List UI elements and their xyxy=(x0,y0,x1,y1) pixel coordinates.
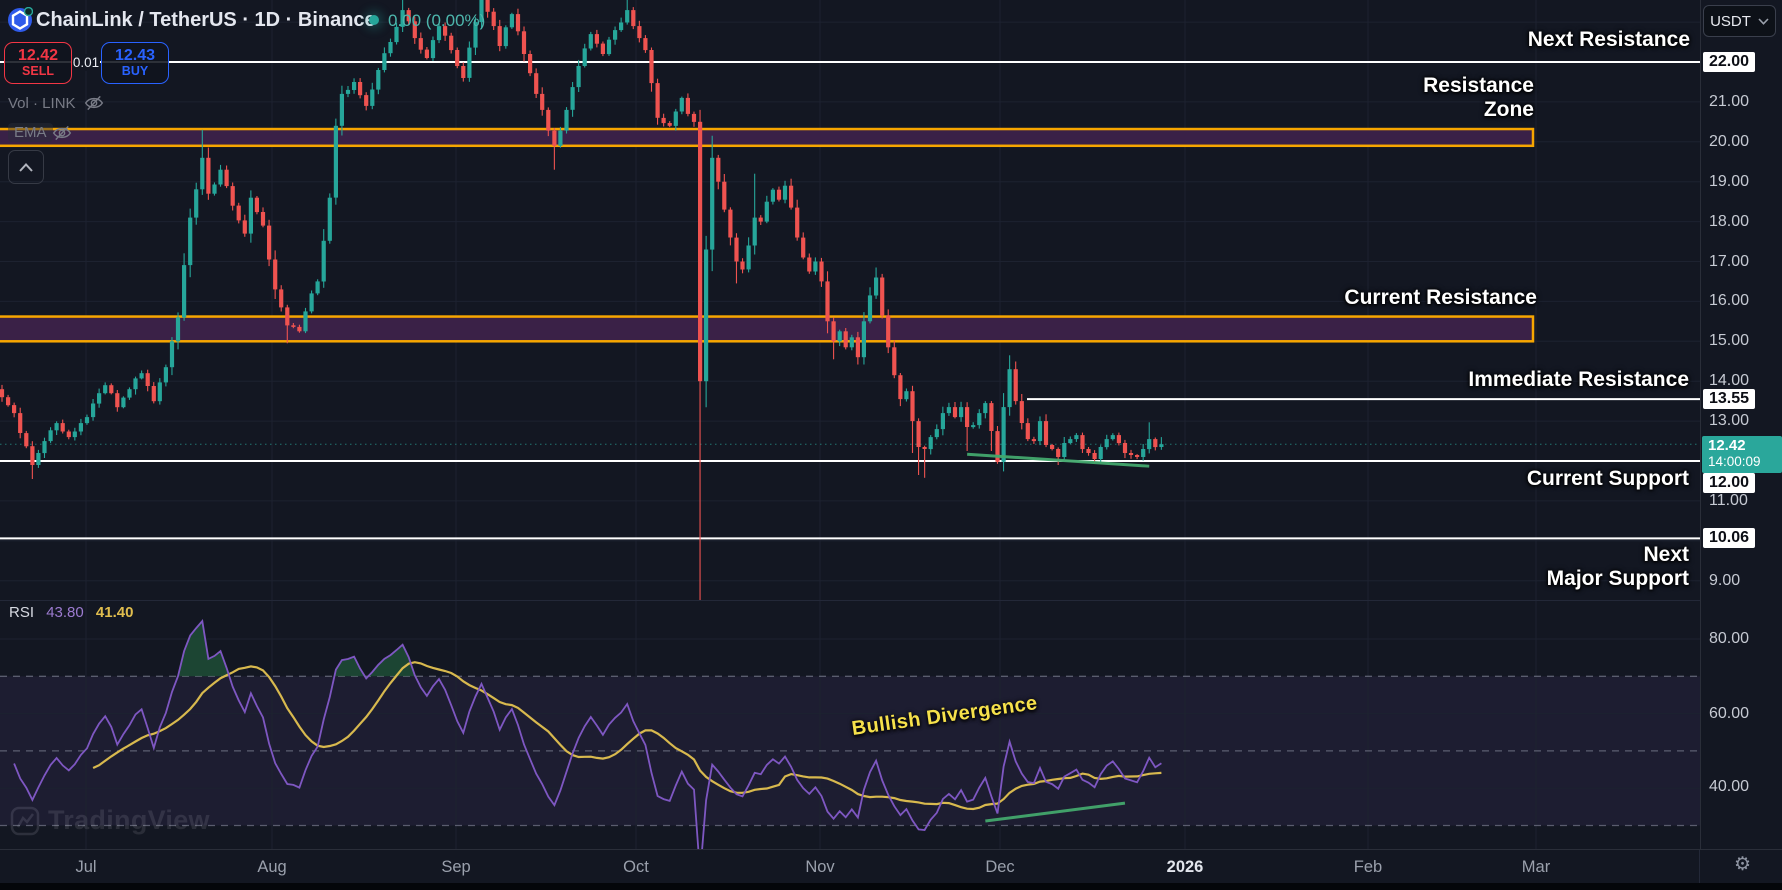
candlesticks xyxy=(0,0,1164,601)
rsi-value: 43.80 xyxy=(46,604,84,621)
time-axis-label: Sep xyxy=(441,858,471,876)
price-axis-label: 19.00 xyxy=(1709,173,1750,190)
price-chart-pane[interactable] xyxy=(0,0,1700,601)
time-axis-label: Feb xyxy=(1353,858,1383,876)
price-axis-label: 22.00 xyxy=(1703,52,1756,72)
time-axis-label: Oct xyxy=(623,858,649,876)
price-axis-label: 80.00 xyxy=(1709,630,1750,647)
axis-corner-divider xyxy=(1699,850,1700,884)
price-axis-label: 40.00 xyxy=(1709,778,1750,795)
price-axis-label: 13.00 xyxy=(1709,412,1750,429)
price-axis-label: 9.00 xyxy=(1709,572,1741,589)
time-axis-label: Dec xyxy=(985,858,1015,876)
annotation-current-resistance[interactable]: Current Resistance xyxy=(1344,286,1537,309)
rsi-line xyxy=(13,619,1162,849)
price-axis-label: 16.00 xyxy=(1709,292,1750,309)
spread-value: 0.01 xyxy=(72,54,100,71)
tradingview-watermark: TradingView xyxy=(10,805,210,836)
price-axis-label: 20.00 xyxy=(1709,133,1750,150)
annotation-resistance-zone[interactable]: Resistance Zone xyxy=(1423,74,1534,121)
annotation-next-resistance[interactable]: Next Resistance xyxy=(1527,28,1690,51)
rsi-indicator-pane[interactable] xyxy=(0,601,1700,849)
current-price-label: 12.42 14:00:09 xyxy=(1702,436,1782,473)
sell-button[interactable]: 12.42 SELL xyxy=(4,42,72,84)
pane-divider[interactable] xyxy=(0,600,1700,601)
time-axis[interactable]: Jul Aug Sep Oct Nov Dec 2026 Feb Mar xyxy=(0,849,1782,884)
rsi-ma-value: 41.40 xyxy=(95,604,134,621)
buy-label: BUY xyxy=(121,63,149,78)
buy-button[interactable]: 12.43 BUY xyxy=(101,42,169,84)
currency-value: USDT xyxy=(1710,12,1751,30)
price-axis-label: 12.00 xyxy=(1703,473,1756,493)
price-axis-label: 10.06 xyxy=(1703,528,1756,548)
window-bottom-strip xyxy=(0,883,1782,890)
rsi-divergence-trendline[interactable] xyxy=(985,801,1126,823)
rsi-legend-title: RSI xyxy=(9,604,35,621)
sell-label: SELL xyxy=(22,63,54,78)
collapse-panel-button[interactable] xyxy=(8,150,44,184)
annotation-next-major-support[interactable]: Next Major Support xyxy=(1546,543,1689,590)
volume-legend-row: Vol · LINK xyxy=(8,95,76,112)
chainlink-logo-icon xyxy=(7,7,33,33)
volume-visibility-toggle[interactable] xyxy=(84,93,104,113)
ema-visibility-toggle[interactable] xyxy=(52,123,72,143)
volume-legend-label: Vol · LINK xyxy=(8,95,76,112)
sell-price: 12.42 xyxy=(17,47,59,65)
price-change-dot-icon xyxy=(369,15,379,25)
symbol-title[interactable]: ChainLink / TetherUS · 1D · Binance xyxy=(36,9,376,31)
price-divergence-trendline[interactable] xyxy=(967,452,1150,468)
price-axis[interactable]: 22.00 21.00 20.00 19.00 18.00 17.00 16.00 15.00… xyxy=(1700,0,1782,849)
price-axis-label: 18.00 xyxy=(1709,213,1750,230)
chevron-down-icon xyxy=(1758,17,1769,25)
rsi-legend: RSI 43.80 41.40 xyxy=(9,604,133,621)
price-change: 0.00 (0.00%) xyxy=(388,11,486,30)
time-axis-label: Mar xyxy=(1521,858,1551,876)
annotation-current-support[interactable]: Current Support xyxy=(1526,467,1689,490)
tradingview-logo-icon xyxy=(10,806,40,835)
time-axis-label: 2026 xyxy=(1166,858,1204,876)
time-axis-label: Nov xyxy=(805,858,835,876)
buy-price: 12.43 xyxy=(114,47,156,65)
price-axis-label: 11.00 xyxy=(1709,492,1748,509)
axis-settings-gear-icon[interactable]: ⚙ xyxy=(1734,854,1752,875)
price-axis-label: 17.00 xyxy=(1709,253,1750,270)
price-axis-label: 15.00 xyxy=(1709,332,1750,349)
ema-legend-label: EMA xyxy=(8,123,53,142)
time-axis-label: Aug xyxy=(257,858,287,876)
ema-legend-row: EMA xyxy=(8,123,53,142)
rsi-ma-line xyxy=(92,661,1162,811)
price-axis-label: 14.00 xyxy=(1709,372,1750,389)
annotation-immediate-resistance[interactable]: Immediate Resistance xyxy=(1468,368,1689,391)
currency-dropdown[interactable]: USDT xyxy=(1703,5,1776,37)
price-axis-label: 21.00 xyxy=(1709,93,1750,110)
time-axis-label: Jul xyxy=(75,858,97,876)
price-axis-label: 13.55 xyxy=(1703,389,1756,409)
price-axis-label: 60.00 xyxy=(1709,705,1750,722)
